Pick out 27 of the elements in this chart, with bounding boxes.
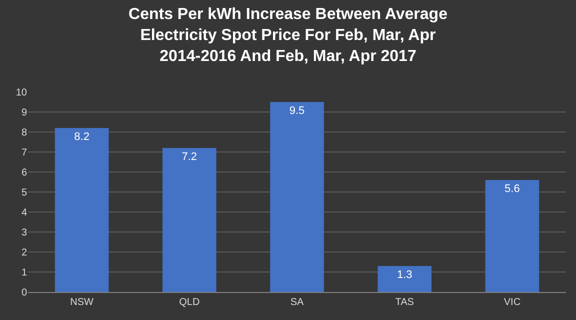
chart-title: Cents Per kWh Increase Between Average Electricity Spot Price For Feb, Mar, Apr 2014-2016 And Feb, Mar, Apr 2017 (128, 6, 448, 65)
y-tick-label: 1 (21, 268, 28, 278)
y-tick-label: 9 (21, 108, 28, 118)
x-tick-label: SA (290, 297, 304, 308)
x-tick-label: TAS (395, 297, 414, 308)
data-label: 9.5 (289, 105, 305, 117)
y-tick-label: 10 (16, 88, 28, 98)
y-tick-label: 2 (21, 248, 28, 258)
bar (54, 128, 109, 292)
y-tick-label: 4 (21, 208, 28, 218)
bar (270, 102, 324, 292)
y-tick-label: 6 (21, 168, 28, 178)
x-tick-label: VIC (504, 297, 521, 308)
x-tick-label: QLD (179, 297, 200, 308)
data-label: 7.2 (182, 151, 198, 163)
y-tick-label: 8 (21, 128, 28, 138)
y-tick-label: 7 (21, 148, 28, 158)
data-label: 8.2 (74, 131, 90, 143)
data-label: 1.3 (396, 269, 412, 281)
y-tick-label: 5 (21, 188, 28, 198)
data-label: 5.6 (504, 183, 520, 195)
bar (485, 180, 540, 292)
bar (378, 266, 432, 292)
y-tick-label: 3 (21, 228, 28, 238)
y-tick-label: 0 (21, 288, 28, 298)
bar (162, 148, 216, 292)
x-tick-label: NSW (70, 297, 94, 308)
